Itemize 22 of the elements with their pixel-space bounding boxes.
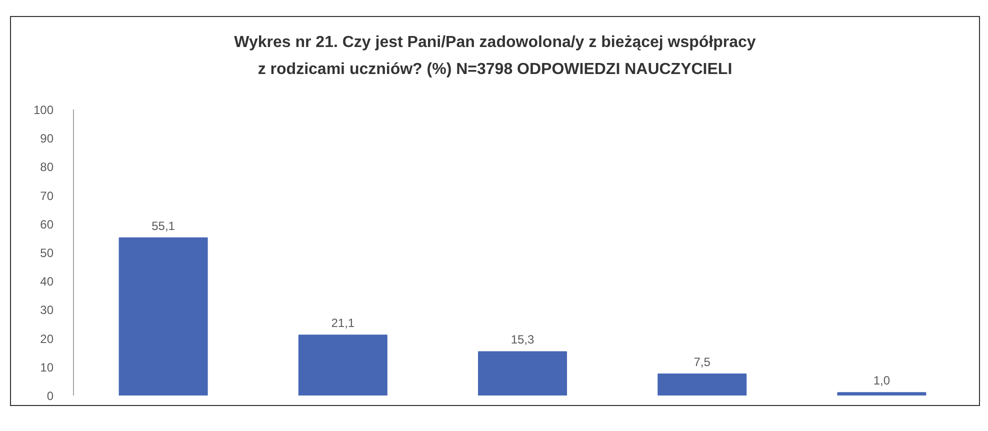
y-tick-label: 90 xyxy=(40,132,54,146)
y-tick-label: 80 xyxy=(40,160,54,174)
y-tick-label: 20 xyxy=(40,332,54,346)
bar xyxy=(118,237,208,396)
y-tick-label: 70 xyxy=(40,188,54,203)
y-tick-label: 10 xyxy=(40,360,54,374)
y-tick-label: 0 xyxy=(46,389,54,403)
y-tick-label: 40 xyxy=(40,274,54,289)
bar xyxy=(298,334,388,396)
bar xyxy=(658,374,747,396)
y-tick-label: 50 xyxy=(40,246,54,260)
data-label: 1,0 xyxy=(873,374,890,388)
y-tick-label: 60 xyxy=(40,217,54,232)
y-tick-label: 100 xyxy=(33,103,54,117)
data-label: 7,5 xyxy=(694,355,711,370)
data-label: 15,3 xyxy=(510,332,535,347)
chart-title: Wykres nr 21. Czy jest Pani/Pan zadowolona/y z bieżącej współpracy z rodzicami uczniów? (%) N=3798 ODPOWIEDZI NAUCZYCIELI xyxy=(233,33,757,80)
bar xyxy=(478,351,567,396)
y-tick-label: 30 xyxy=(40,303,54,318)
data-label: 55,1 xyxy=(152,218,176,233)
data-label: 21,1 xyxy=(331,316,355,330)
bar xyxy=(837,392,926,396)
